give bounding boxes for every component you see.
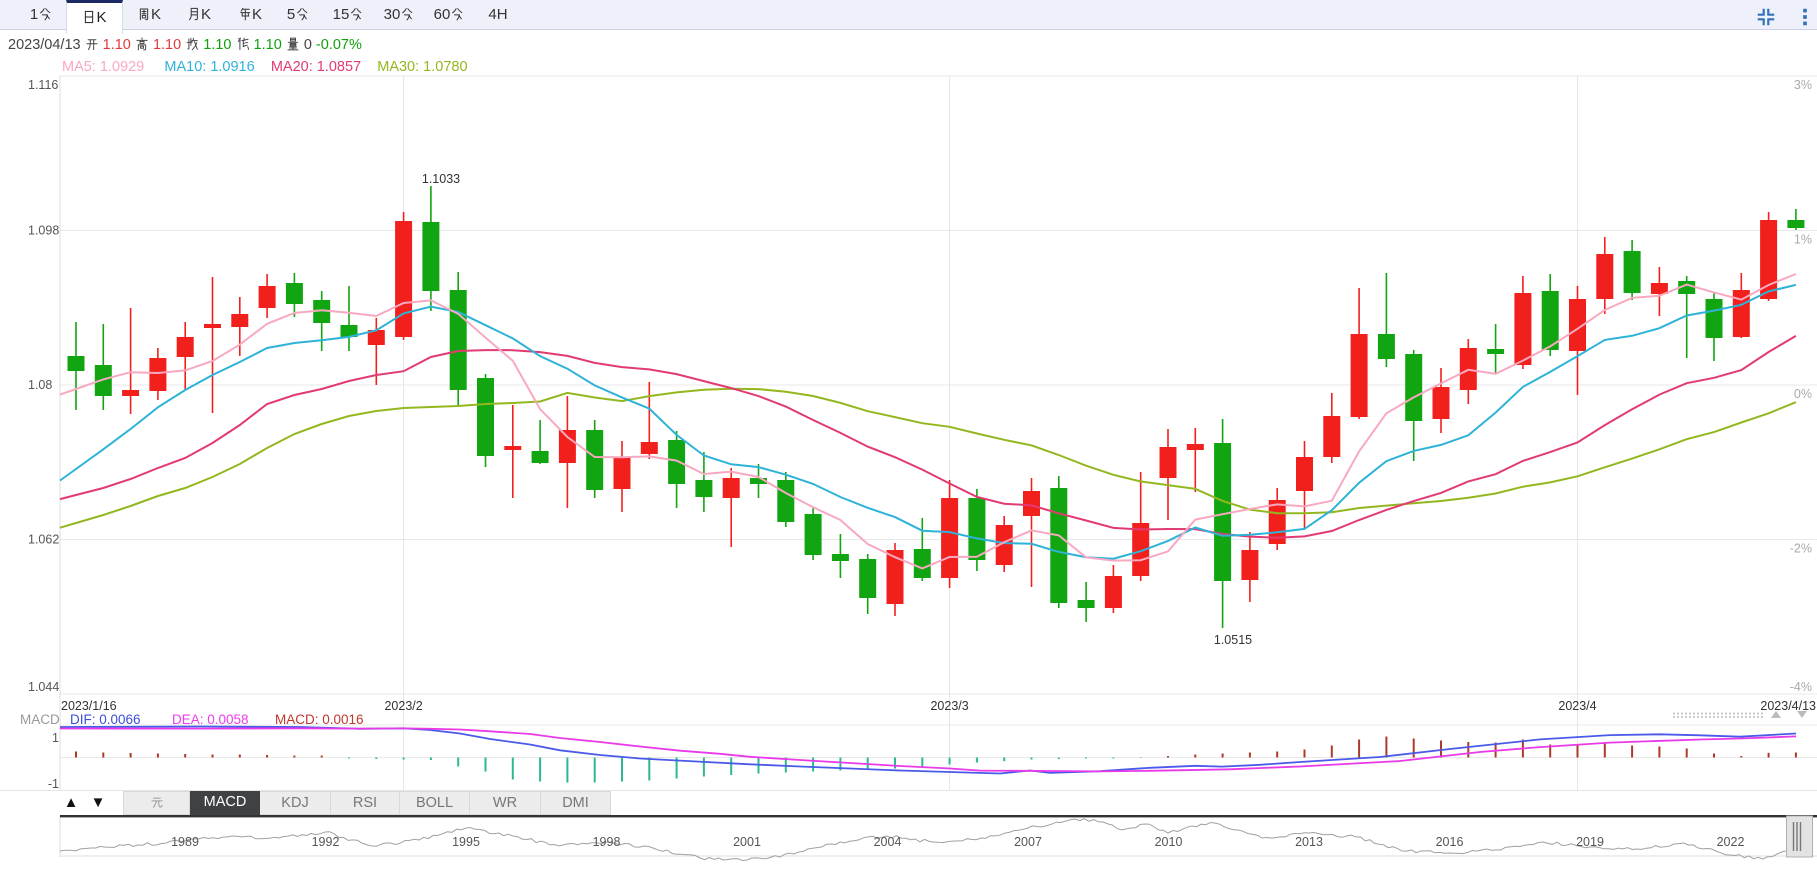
svg-text:2001: 2001: [733, 835, 761, 849]
svg-text:1998: 1998: [593, 835, 621, 849]
svg-text:2023/4: 2023/4: [1558, 699, 1596, 713]
svg-text:1.062: 1.062: [28, 533, 59, 547]
svg-text:1.116: 1.116: [28, 78, 58, 92]
svg-text:2010: 2010: [1155, 835, 1183, 849]
svg-text:1.08: 1.08: [28, 378, 52, 392]
svg-text:2004: 2004: [874, 835, 902, 849]
svg-text:2013: 2013: [1295, 835, 1323, 849]
svg-text:2023/4/13: 2023/4/13: [1760, 699, 1816, 713]
svg-text:1: 1: [52, 731, 59, 745]
svg-text:3%: 3%: [1794, 78, 1812, 92]
svg-text:1.044: 1.044: [28, 680, 59, 694]
svg-text:1.098: 1.098: [28, 224, 59, 238]
svg-text:2023/3: 2023/3: [930, 699, 968, 713]
svg-text:-4%: -4%: [1790, 680, 1812, 694]
svg-text:1.1033: 1.1033: [422, 172, 460, 186]
svg-text:2016: 2016: [1436, 835, 1464, 849]
svg-text:2019: 2019: [1576, 835, 1604, 849]
svg-text:1.0515: 1.0515: [1214, 633, 1252, 647]
svg-text:0%: 0%: [1794, 387, 1812, 401]
svg-text:2007: 2007: [1014, 835, 1042, 849]
svg-text:1%: 1%: [1794, 233, 1812, 247]
svg-text:1989: 1989: [171, 835, 199, 849]
svg-text:2023/2: 2023/2: [384, 699, 422, 713]
svg-text:2022: 2022: [1717, 835, 1745, 849]
svg-text:1992: 1992: [312, 835, 340, 849]
svg-text:-2%: -2%: [1790, 542, 1812, 556]
svg-text:1995: 1995: [452, 835, 480, 849]
svg-text:2023/1/16: 2023/1/16: [61, 699, 117, 713]
svg-text:-1: -1: [48, 777, 59, 791]
